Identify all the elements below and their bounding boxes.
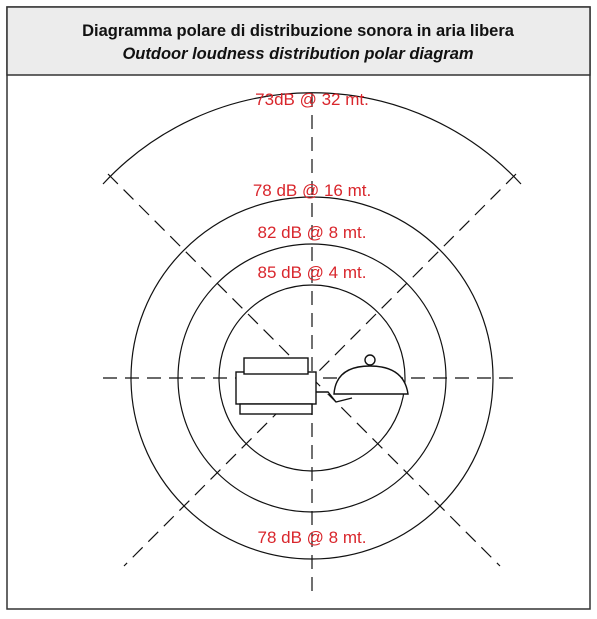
- header-title: Diagramma polare di distribuzione sonora…: [82, 22, 515, 40]
- lamp-knob: [365, 355, 375, 365]
- lamp-lid: [244, 358, 308, 374]
- sound-label: 82 dB @ 8 mt.: [258, 223, 367, 242]
- sound-label: 73dB @ 32 mt.: [255, 90, 369, 109]
- diagram: Diagramma polare di distribuzione sonora…: [0, 0, 597, 619]
- header-subtitle: Outdoor loudness distribution polar diag…: [122, 45, 473, 63]
- sound-label: 85 dB @ 4 mt.: [258, 263, 367, 282]
- sound-label: 78 dB @ 16 mt.: [253, 181, 371, 200]
- sound-label: 78 dB @ 8 mt.: [258, 528, 367, 547]
- lamp-body: [236, 372, 316, 404]
- header-band: [7, 7, 590, 75]
- lamp-base: [240, 404, 312, 414]
